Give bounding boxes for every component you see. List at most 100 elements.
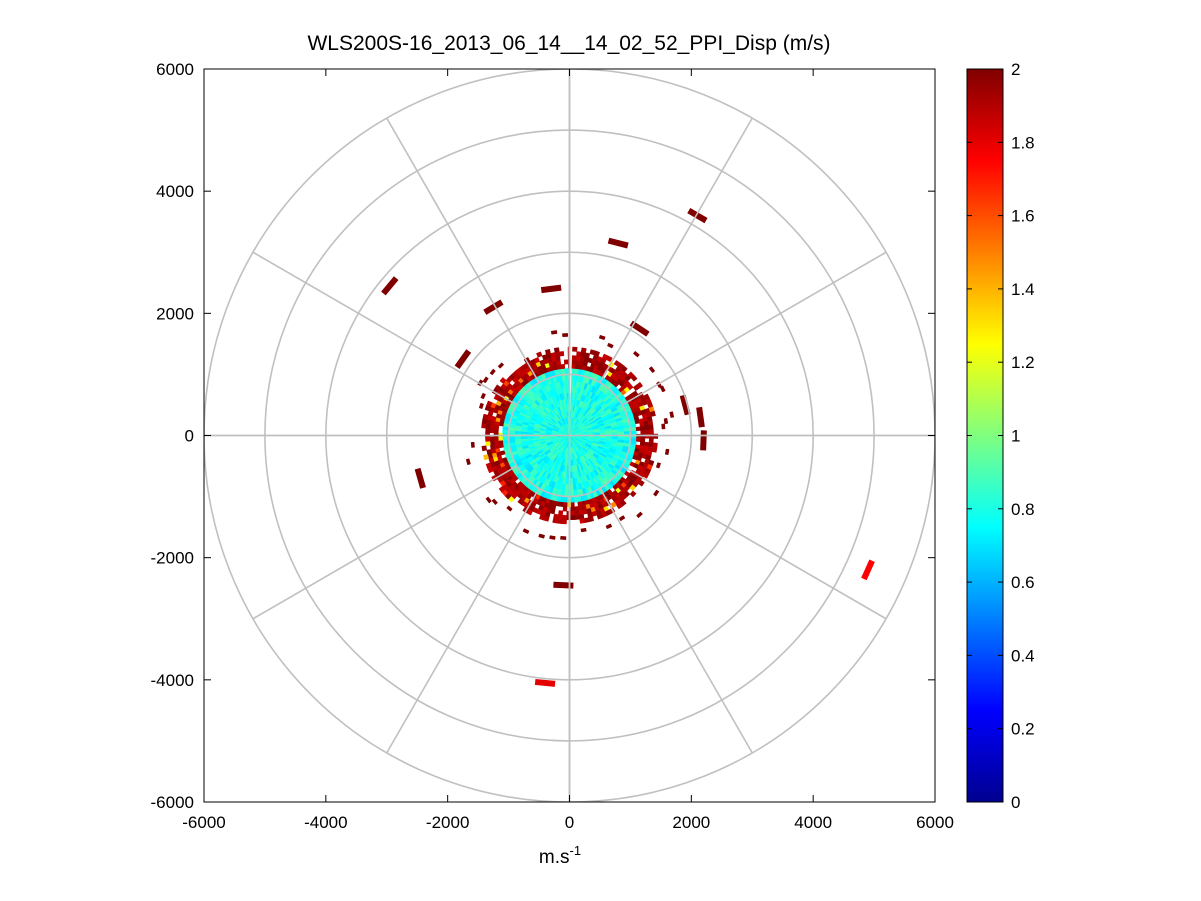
scan-cell: [640, 437, 646, 443]
scan-cell: [497, 436, 503, 441]
scan-cell: [648, 438, 654, 444]
scan-cell: [640, 429, 646, 435]
scan-cell: [638, 479, 645, 487]
x-axis: -6000 -4000 -2000 0 2000 4000 6000: [182, 69, 954, 832]
scan-cell: [489, 368, 496, 376]
scan-cell: [482, 376, 489, 384]
azimuth-spoke: [252, 465, 518, 620]
scan-cell: [562, 506, 568, 512]
sparse-return-mark: [700, 430, 707, 451]
scan-cell: [635, 426, 641, 432]
scan-cell: [502, 436, 509, 441]
scan-cell: [620, 365, 628, 373]
scan-cell: [584, 352, 591, 359]
azimuth-spoke: [621, 465, 887, 620]
sparse-return-mark: [454, 349, 472, 369]
polar-grid: [204, 69, 935, 802]
y-tick-label: 2000: [156, 304, 194, 323]
scan-cell: [559, 351, 565, 357]
scan-cell: [661, 423, 666, 430]
scan-cell: [566, 392, 570, 400]
scan-cell: [483, 454, 490, 461]
scan-cell: [494, 384, 501, 392]
scan-cell: [574, 514, 580, 520]
scan-cell: [517, 498, 525, 505]
scan-cell: [526, 435, 534, 439]
scan-cell: [648, 424, 654, 431]
y-tick-label: -6000: [151, 793, 194, 812]
scan-cell: [493, 440, 500, 445]
scan-cell: [485, 496, 492, 504]
scan-cell: [669, 411, 675, 418]
y-tick-label: 6000: [156, 60, 194, 79]
colorbar-tick-label: 1.4: [1011, 280, 1035, 299]
scan-cell: [565, 374, 569, 381]
x-tick-label: 2000: [672, 813, 710, 832]
scan-cell: [605, 523, 613, 530]
colorbar-tick-label: 1.2: [1011, 353, 1035, 372]
colorbar-tick-label: 1: [1011, 427, 1020, 446]
scan-cell: [560, 363, 566, 370]
scan-cell: [644, 425, 650, 431]
sparse-return-mark: [483, 299, 504, 315]
sparse-return-mark: [607, 237, 629, 249]
scan-cell: [642, 472, 650, 479]
y-tick-label: -4000: [151, 671, 194, 690]
x-tick-label: 4000: [794, 813, 832, 832]
colorbar-ticks: 0 0.2 0.4 0.6 0.8 1 1.2 1.4 1.6 1.8 2: [967, 60, 1035, 812]
azimuth-spoke: [599, 117, 753, 383]
sparse-return-mark: [540, 284, 562, 294]
scan-cell: [485, 436, 491, 442]
sparse-return-mark: [414, 467, 426, 489]
scan-cell: [570, 483, 574, 491]
scan-cell: [536, 351, 543, 358]
scan-cell: [499, 377, 507, 384]
scan-cell: [636, 511, 643, 519]
scan-cell: [632, 350, 640, 358]
scan-cell: [570, 515, 576, 521]
scan-cell: [647, 420, 654, 426]
x-tick-label: -6000: [182, 813, 225, 832]
scan-cell: [491, 498, 498, 506]
scan-cell: [470, 441, 475, 448]
scan-cell: [572, 346, 578, 352]
scan-cell: [636, 381, 644, 389]
scan-cell: [538, 533, 546, 539]
scan-cell: [648, 429, 654, 435]
scan-cell: [574, 506, 579, 512]
scan-cell: [570, 506, 576, 512]
scan-cell: [577, 501, 583, 507]
scan-cell: [480, 392, 486, 400]
sparse-return-mark: [696, 406, 705, 428]
colorbar-tick-label: 1.6: [1011, 207, 1035, 226]
colorbar: [966, 68, 1004, 803]
scan-cell: [481, 445, 487, 452]
scan-cell: [580, 347, 587, 354]
scan-cell: [485, 462, 492, 470]
scan-cell: [605, 432, 613, 436]
scan-cell: [618, 515, 626, 522]
scan-cell: [558, 510, 564, 516]
scan-cell: [482, 413, 489, 420]
x-tick-label: 6000: [916, 813, 954, 832]
scan-cell: [493, 428, 499, 434]
scan-cell: [486, 400, 493, 408]
scan-cell: [498, 439, 504, 445]
scan-cell: [607, 342, 614, 349]
scan-cell: [630, 374, 638, 382]
scan-cell: [571, 359, 577, 365]
scan-cell: [561, 519, 567, 525]
scan-cell: [478, 402, 484, 410]
colorbar-tick-label: 0.4: [1011, 646, 1035, 665]
scan-cell: [664, 448, 670, 455]
scan-cell: [580, 527, 587, 533]
scan-cell: [553, 347, 560, 353]
y-tick-label: 4000: [156, 182, 194, 201]
sparse-return-mark: [861, 559, 875, 581]
scan-cell: [648, 366, 656, 374]
scan-cell: [561, 514, 567, 520]
scan-cell: [570, 502, 575, 508]
scan-cell: [489, 436, 495, 442]
scan-cell: [655, 462, 662, 469]
